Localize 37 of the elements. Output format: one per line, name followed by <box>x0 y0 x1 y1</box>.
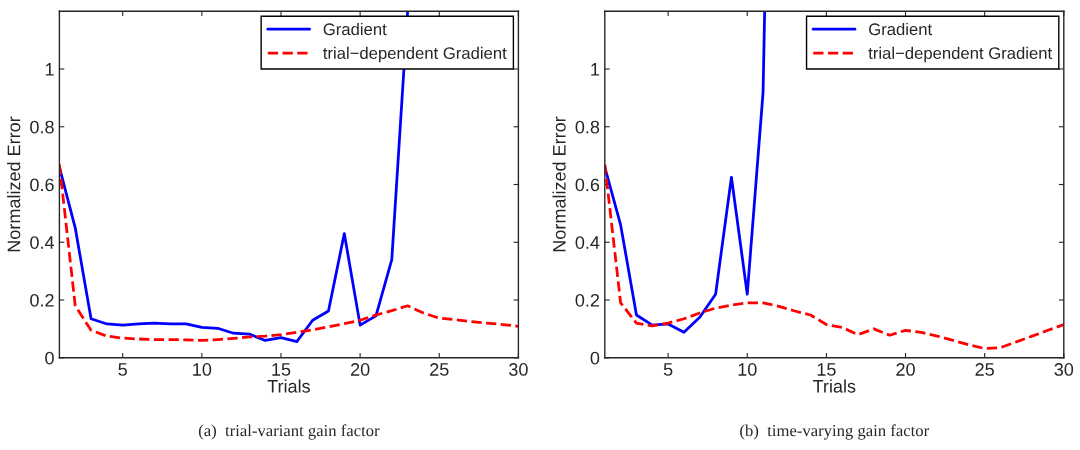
y-tick-label: 1 <box>45 63 54 76</box>
y-tick-label: 0.6 <box>575 178 600 192</box>
x-tick-label: 5 <box>118 363 127 376</box>
legend-label: Gradient <box>869 22 933 36</box>
y-tick-label: 0 <box>45 351 54 365</box>
line-series <box>59 162 519 342</box>
x-tick-label: 25 <box>975 363 994 376</box>
x-tick-label: 10 <box>738 363 757 376</box>
x-tick-label: 20 <box>896 363 915 376</box>
legend-label: Gradient <box>323 22 387 36</box>
x-tick-label: 25 <box>430 363 449 376</box>
x-tick-label: 20 <box>350 363 370 376</box>
y-tick-label: 0.6 <box>30 178 54 192</box>
x-tick-label: 15 <box>272 363 291 376</box>
y-axis-title: Normalized Error <box>7 116 21 252</box>
x-tick-label: 10 <box>193 363 212 376</box>
y-tick-label: 0.2 <box>575 293 600 307</box>
y-tick-label: 0.4 <box>30 236 55 249</box>
line-series <box>604 11 767 334</box>
x-tick-label: 5 <box>663 363 673 376</box>
line-series <box>604 162 1064 350</box>
y-tick-label: 0.8 <box>575 120 600 134</box>
x-axis-title: Trials <box>812 379 856 393</box>
x-axis-title: Trials <box>267 379 310 393</box>
x-tick-label: 30 <box>509 363 528 376</box>
text: (a) trial-variant gain factor <box>198 424 380 440</box>
x-tick-label: 30 <box>1054 363 1074 376</box>
y-tick-label: 0.4 <box>575 236 600 249</box>
y-tick-label: 0.8 <box>30 120 54 134</box>
y-tick-label: 0.2 <box>30 293 54 307</box>
x-tick-label: 15 <box>817 363 836 376</box>
legend-label: trial−dependent Gradient <box>323 46 507 63</box>
legend-label: trial−dependent Gradient <box>868 46 1053 63</box>
y-tick-label: 1 <box>591 63 600 76</box>
y-axis-title: Normalized Error <box>552 116 566 252</box>
y-tick-label: 0 <box>590 351 600 365</box>
text: (b) time-varying gain factor <box>740 424 930 440</box>
